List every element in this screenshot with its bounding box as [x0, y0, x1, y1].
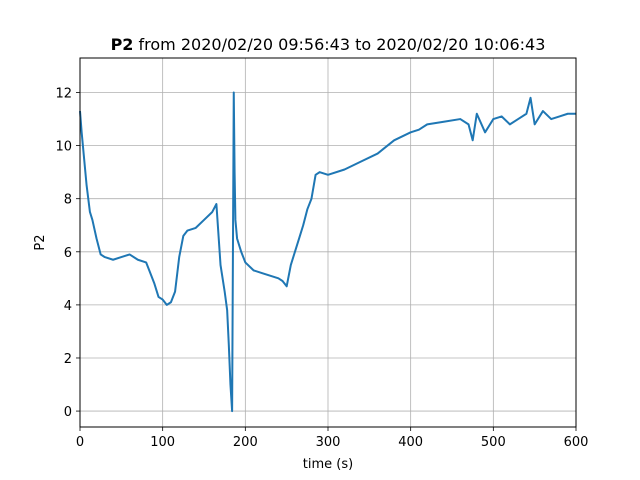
y-tick-label: 10 — [55, 140, 72, 155]
y-tick-label: 6 — [64, 246, 72, 261]
x-tick-label: 600 — [564, 435, 589, 450]
chart-title-bold: P2 — [111, 35, 134, 54]
x-axis-label: time (s) — [303, 457, 353, 472]
chart-title-rest: from 2020/02/20 09:56:43 to 2020/02/20 1… — [133, 35, 545, 54]
y-tick-marks — [76, 92, 80, 412]
x-tick-label: 200 — [233, 435, 258, 450]
series-line — [79, 91, 576, 413]
series-group — [79, 91, 576, 413]
grid — [79, 58, 577, 427]
y-axis-label: P2 — [33, 234, 48, 250]
y-tick-label: 8 — [64, 193, 72, 208]
y-tick-label: 2 — [64, 352, 72, 367]
x-tick-label: 0 — [76, 435, 84, 450]
x-tick-marks — [79, 427, 577, 431]
x-tick-label: 100 — [150, 435, 175, 450]
chart-title: P2 from 2020/02/20 09:56:43 to 2020/02/2… — [111, 35, 546, 54]
x-tick-label: 300 — [316, 435, 341, 450]
x-tick-label: 400 — [398, 435, 423, 450]
plot-frame — [79, 57, 577, 428]
y-tick-label: 0 — [64, 405, 72, 420]
y-tick-labels: 0 2 4 6 8 10 12 — [55, 87, 72, 421]
y-tick-label: 4 — [64, 299, 72, 314]
y-tick-label: 12 — [55, 87, 72, 102]
x-tick-labels: 0 100 200 300 400 500 600 — [76, 435, 589, 450]
x-tick-label: 500 — [481, 435, 506, 450]
